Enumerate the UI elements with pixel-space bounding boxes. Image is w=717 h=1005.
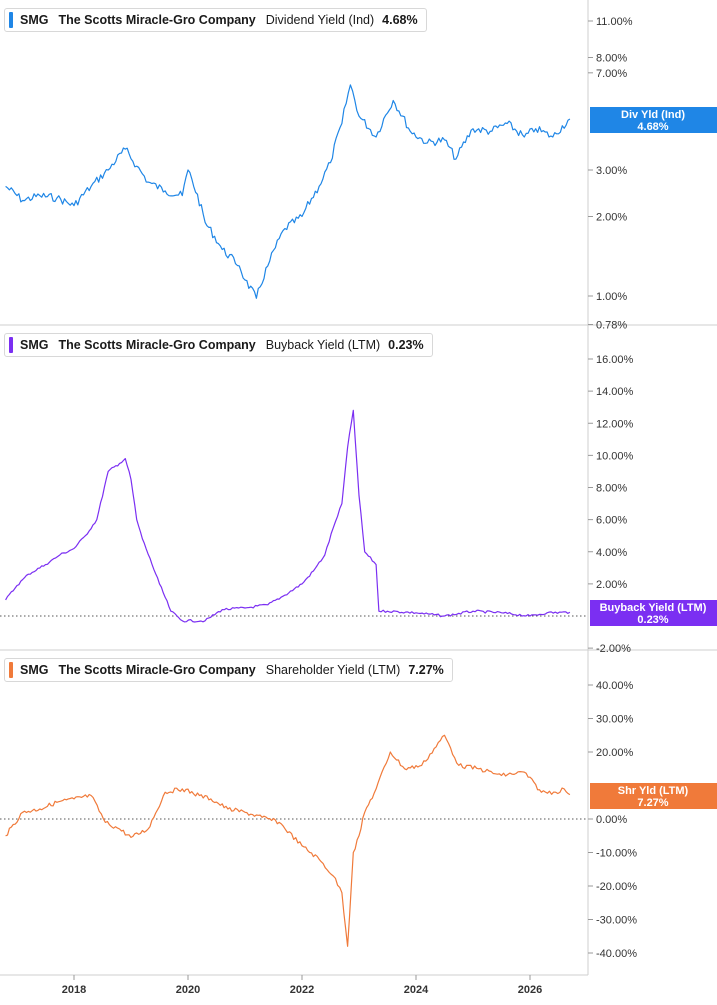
value-badge-title: Shr Yld (LTM) [618, 785, 689, 797]
y-tick-label: -2.00% [596, 643, 631, 655]
series-line [5, 409, 571, 623]
y-tick-label: 14.00% [596, 386, 634, 398]
company-name: The Scotts Miracle-Gro Company [58, 663, 256, 677]
company-name: The Scotts Miracle-Gro Company [58, 13, 256, 27]
y-tick-label: 4.00% [596, 547, 627, 559]
metric-name: Shareholder Yield (LTM) [265, 663, 401, 677]
y-tick-label: 12.00% [596, 418, 634, 430]
value-badge-value: 0.23% [637, 614, 668, 626]
y-tick-label: 11.00% [596, 16, 633, 28]
y-tick-label: 2.00% [596, 579, 627, 591]
panel-label-buyback-yield: SMG The Scotts Miracle-Gro Company Buyba… [4, 333, 433, 357]
x-tick-label: 2022 [290, 984, 314, 996]
y-tick-label: 10.00% [596, 450, 634, 462]
value-badge [590, 107, 717, 133]
y-tick-label: 16.00% [596, 354, 634, 366]
value-badge-value: 7.27% [637, 797, 668, 809]
y-tick-label: -40.00% [596, 948, 637, 960]
x-tick-label: 2018 [62, 984, 86, 996]
metric-name: Buyback Yield (LTM) [265, 338, 381, 352]
ticker-text: SMG [20, 338, 49, 352]
y-tick-label: 30.00% [596, 714, 634, 726]
metric-value: 0.23% [388, 338, 424, 352]
y-tick-label: 8.00% [596, 483, 627, 495]
ticker-text: SMG [20, 13, 49, 27]
ticker-text: SMG [20, 663, 49, 677]
value-badge-value: 4.68% [637, 121, 668, 133]
x-tick-label: 2024 [404, 984, 429, 996]
y-tick-label: 2.00% [596, 212, 627, 224]
y-tick-label: 20.00% [596, 747, 634, 759]
metric-name: Dividend Yield (Ind) [265, 13, 375, 27]
series-color-swatch [9, 337, 13, 353]
y-tick-label: -20.00% [596, 881, 637, 893]
y-tick-label: 7.00% [596, 68, 627, 80]
y-tick-label: 40.00% [596, 680, 634, 692]
y-tick-label: 3.00% [596, 165, 627, 177]
y-tick-label: 0.78% [596, 319, 627, 331]
x-tick-label: 2020 [176, 984, 200, 996]
series-color-swatch [9, 12, 13, 28]
value-badge [590, 783, 717, 809]
panel-label-dividend-yield: SMG The Scotts Miracle-Gro Company Divid… [4, 8, 427, 32]
panel-label-shareholder-yield: SMG The Scotts Miracle-Gro Company Share… [4, 658, 453, 682]
metric-value: 7.27% [408, 663, 444, 677]
value-badge-title: Buyback Yield (LTM) [600, 602, 707, 614]
y-tick-label: 6.00% [596, 515, 627, 527]
series-color-swatch [9, 662, 13, 678]
metric-value: 4.68% [382, 13, 418, 27]
series-line [5, 84, 571, 299]
company-name: The Scotts Miracle-Gro Company [58, 338, 256, 352]
y-tick-label: 8.00% [596, 53, 627, 65]
y-tick-label: 0.00% [596, 814, 627, 826]
y-tick-label: -10.00% [596, 848, 637, 860]
axis-layer: 11.00% 8.00% 7.00% 3.00% 2.00% 1.00% 0.78% Div … [62, 16, 717, 996]
value-badge-title: Div Yld (Ind) [621, 109, 685, 121]
x-tick-label: 2026 [518, 984, 542, 996]
series-layer [5, 84, 571, 947]
value-badge [590, 600, 717, 626]
series-line [5, 734, 571, 947]
y-tick-label: -30.00% [596, 915, 637, 927]
y-tick-label: 1.00% [596, 291, 627, 303]
